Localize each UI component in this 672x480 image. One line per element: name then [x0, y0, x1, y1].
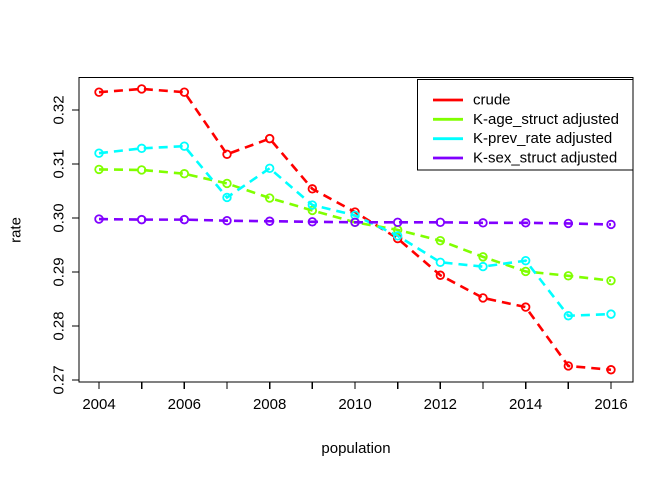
data-point — [435, 217, 446, 228]
data-point — [307, 205, 318, 216]
data-point — [94, 148, 104, 158]
data-point — [222, 149, 232, 159]
data-point — [392, 217, 403, 228]
y-tick-label: 0.27 — [51, 365, 68, 394]
data-point — [179, 141, 190, 151]
data-point — [520, 218, 531, 228]
x-tick-label: 2014 — [509, 396, 542, 413]
data-point — [392, 231, 403, 241]
data-point — [136, 84, 147, 94]
x-tick-label: 2012 — [424, 396, 457, 413]
data-point — [520, 255, 531, 266]
legend-label: crude — [473, 92, 511, 109]
data-point — [606, 309, 616, 319]
data-point — [563, 218, 574, 229]
x-tick-label: 2010 — [338, 396, 371, 413]
data-point — [478, 252, 488, 262]
data-point — [222, 178, 232, 189]
x-tick-label: 2016 — [594, 396, 627, 413]
data-point — [606, 219, 616, 230]
data-point — [94, 164, 104, 175]
y-tick-label: 0.30 — [51, 203, 68, 232]
data-point — [563, 311, 574, 321]
data-point — [94, 214, 104, 224]
data-point — [94, 87, 104, 97]
series-line-k-age_struct — [98, 168, 612, 282]
data-point — [179, 169, 190, 179]
data-point — [435, 235, 446, 246]
data-point — [136, 165, 147, 175]
data-point — [222, 215, 232, 226]
legend-label: K-sex_struct adjusted — [473, 150, 617, 167]
data-point — [307, 184, 318, 194]
data-point — [606, 275, 616, 286]
data-point — [350, 217, 360, 228]
data-point — [520, 302, 531, 312]
data-point — [136, 143, 147, 154]
data-point — [136, 214, 147, 225]
data-point — [307, 217, 318, 227]
data-point — [520, 266, 531, 277]
x-tick-label: 2006 — [168, 396, 201, 413]
data-point — [222, 192, 232, 203]
y-tick-label: 0.31 — [51, 149, 68, 178]
y-axis-title: rate — [7, 217, 25, 243]
data-point — [563, 271, 574, 281]
legend-label: K-prev_rate adjusted — [473, 130, 612, 147]
data-point — [179, 214, 190, 225]
data-point — [264, 163, 275, 174]
x-tick-label: 2008 — [253, 396, 286, 413]
legend-box — [416, 78, 634, 171]
x-tick-label: 2004 — [82, 396, 115, 413]
y-tick-label: 0.29 — [51, 257, 68, 286]
plot-border — [78, 76, 634, 383]
data-point — [435, 257, 446, 267]
data-point — [478, 261, 488, 272]
legend-label: K-age_struct adjusted — [473, 111, 619, 128]
data-point — [563, 361, 574, 371]
data-point — [264, 193, 275, 203]
data-point — [264, 133, 275, 144]
y-tick-label: 0.28 — [51, 311, 68, 340]
series-line-k-sex_struct — [98, 217, 612, 226]
data-point — [264, 216, 275, 226]
x-axis-title: population — [321, 440, 391, 457]
data-point — [478, 218, 488, 228]
data-point — [478, 293, 488, 303]
data-point — [606, 365, 616, 375]
series-line-k-prev_rate — [98, 144, 612, 318]
data-point — [435, 270, 446, 280]
data-point — [179, 87, 190, 97]
y-tick-label: 0.32 — [51, 95, 68, 124]
data-point — [307, 200, 318, 210]
